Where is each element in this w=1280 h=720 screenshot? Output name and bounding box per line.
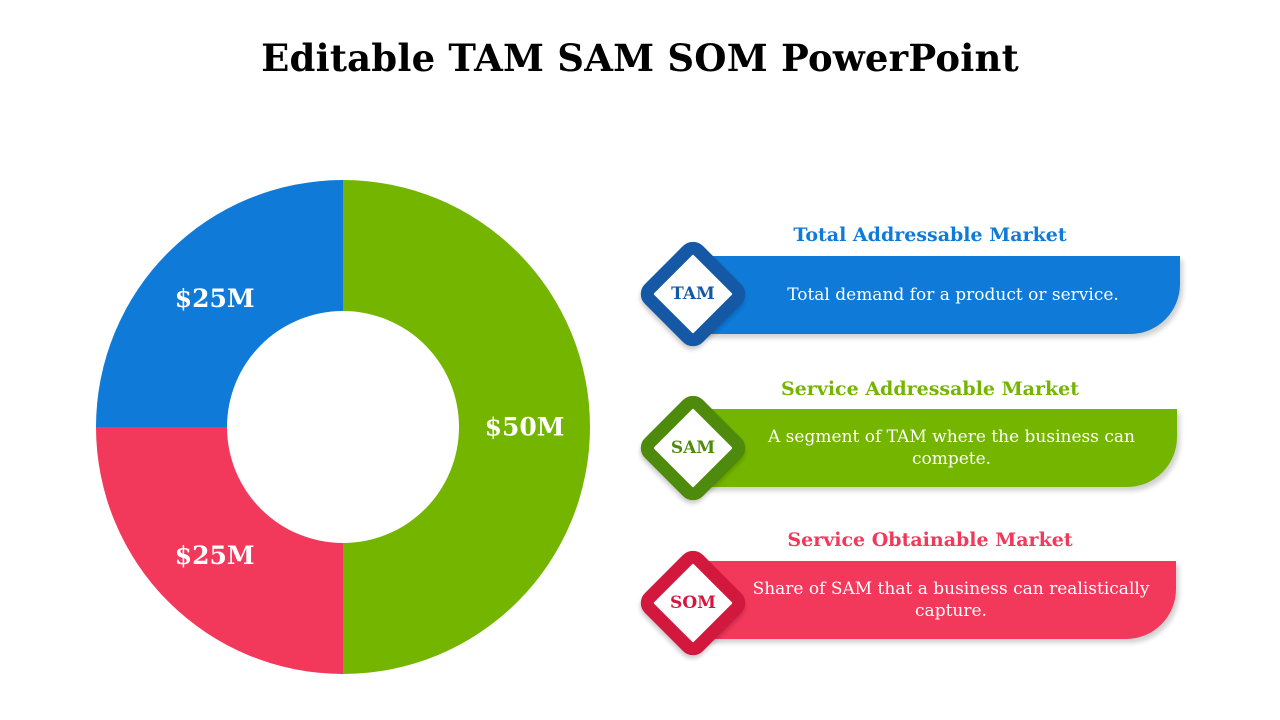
market-description-som: Share of SAM that a business can realist… [752, 579, 1150, 621]
market-abbr-som: SOM [670, 593, 716, 613]
market-heading-som: Service Obtainable Market [787, 529, 1073, 551]
market-description-sam: A segment of TAM where the business can … [768, 427, 1135, 469]
market-heading-tam: Total Addressable Market [793, 224, 1067, 246]
donut-slice-sam [343, 180, 590, 674]
donut-slice-som [96, 427, 343, 674]
market-row-tam: Total Addressable Market Total demand fo… [0, 222, 1280, 352]
market-row-sam: Service Addressable Market A segment of … [0, 376, 1280, 506]
slice-label-som: $25M [175, 541, 255, 570]
page-title: Editable TAM SAM SOM PowerPoint [261, 36, 1019, 80]
market-bar-sam: A segment of TAM where the business can … [700, 409, 1177, 487]
slice-label-sam: $50M [485, 413, 565, 442]
market-row-som: Service Obtainable Market Share of SAM t… [0, 527, 1280, 661]
market-bar-som: Share of SAM that a business can realist… [700, 561, 1176, 639]
slice-label-tam: $25M [175, 284, 255, 313]
market-description-tam: Total demand for a product or service. [787, 285, 1119, 305]
market-heading-sam: Service Addressable Market [780, 378, 1080, 400]
market-abbr-sam: SAM [670, 438, 716, 458]
donut-slice-tam [96, 180, 343, 427]
market-bar-tam: Total demand for a product or service. [700, 256, 1180, 334]
donut-chart: $50M $25M $25M [96, 180, 590, 674]
market-abbr-tam: TAM [671, 284, 715, 304]
